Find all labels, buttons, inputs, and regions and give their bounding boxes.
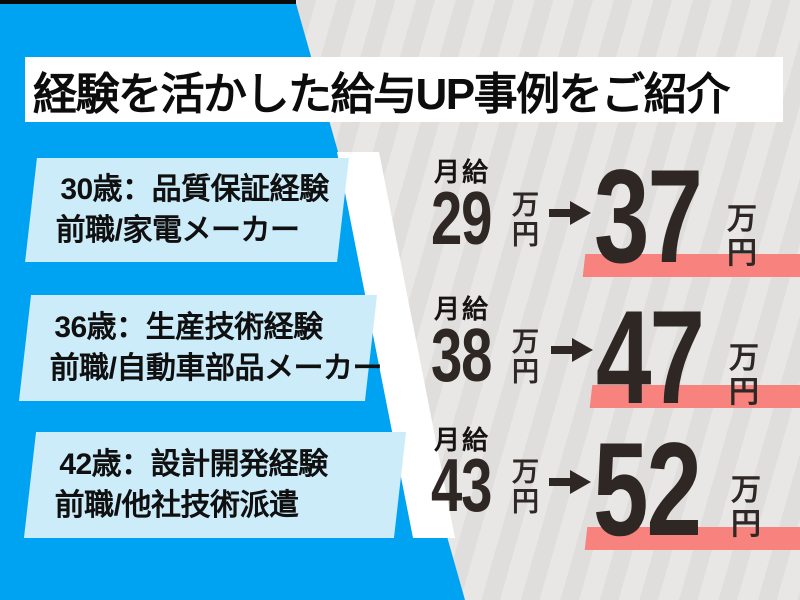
monthly-salary-label-3: 月給 [434, 425, 491, 455]
case-box-3: 42歳：設計開発経験 前職/他社技術派遣 [23, 432, 407, 538]
salary-before-unit-1: 万 円 [512, 190, 539, 250]
monthly-salary-label-1: 月給 [434, 157, 491, 187]
monthly-salary-label-2: 月給 [434, 294, 491, 324]
top-accent-bar [0, 0, 296, 4]
title-banner: 経験を活かした給与UP事例をご紹介 [25, 57, 783, 122]
page-title: 経験を活かした給与UP事例をご紹介 [33, 69, 730, 119]
case-3-previous-job: 前職/他社技術派遣 [54, 489, 299, 522]
case-box-1: 30歳：品質保証経験 前職/家電メーカー [25, 158, 349, 262]
salary-before-2: 38 [431, 313, 492, 397]
case-2-previous-job: 前職/自動車部品メーカー [49, 352, 382, 385]
salary-before-1: 29 [431, 176, 492, 260]
case-1-experience: 30歳：品質保証経験 [60, 172, 329, 206]
case-2-experience: 36歳：生産技術経験 [54, 310, 323, 344]
arrow-right-icon [549, 470, 591, 494]
salary-before-3: 43 [431, 443, 492, 527]
salary-before-unit-3: 万 円 [512, 457, 539, 517]
salary-after-unit-3: 万 円 [731, 474, 761, 541]
case-1-previous-job: 前職/家電メーカー [55, 214, 300, 247]
salary-after-unit-2: 万 円 [729, 342, 759, 409]
case-box-2: 36歳：生産技術経験 前職/自動車部品メーカー [18, 295, 382, 401]
salary-before-unit-2: 万 円 [512, 327, 539, 387]
salary-after-unit-1: 万 円 [727, 203, 757, 270]
salary-after-1: 37 [594, 143, 703, 291]
salary-after-2: 47 [596, 284, 705, 432]
case-3-experience: 42歳：設計開発経験 [59, 447, 328, 481]
salary-after-3: 52 [593, 416, 702, 564]
arrow-right-icon [549, 201, 591, 225]
arrow-right-icon [551, 338, 593, 362]
